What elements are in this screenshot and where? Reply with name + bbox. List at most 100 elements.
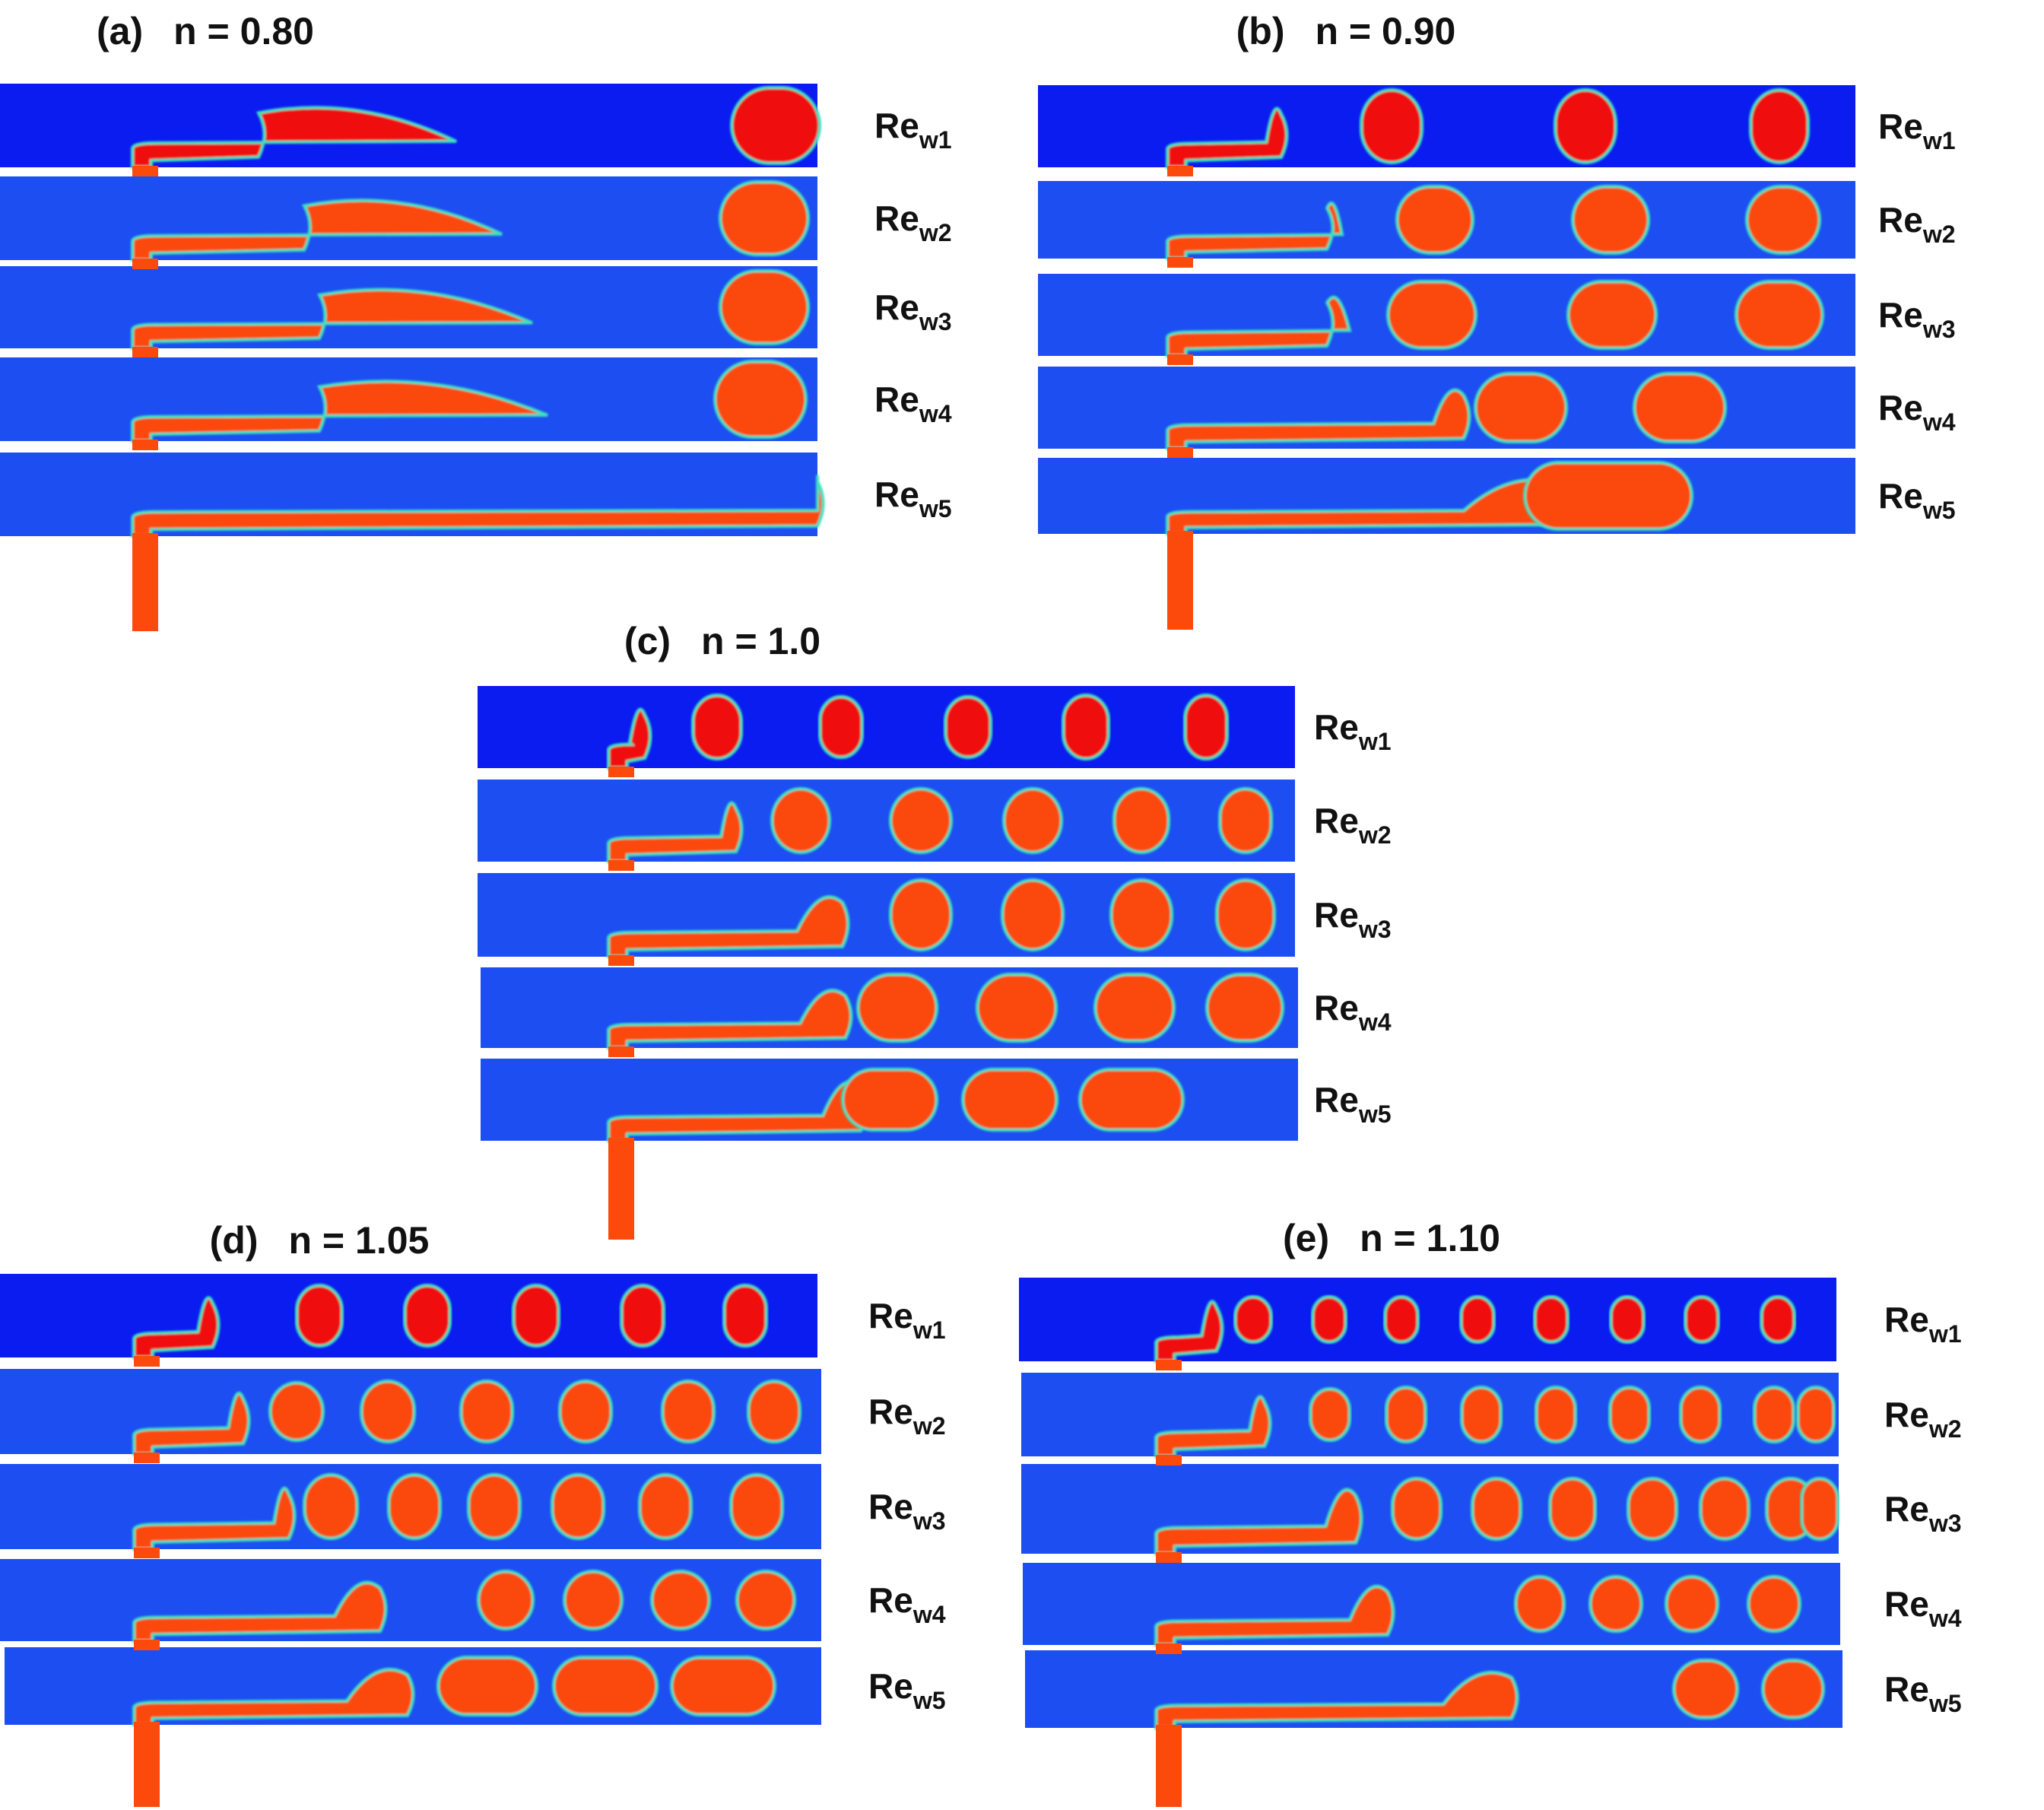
reynolds-prefix: Re — [868, 1666, 913, 1706]
droplet — [1109, 878, 1173, 951]
channel-row: Rew4 — [0, 357, 952, 443]
channel-row: Rew2 — [1021, 1373, 1962, 1458]
reynolds-subscript: w1 — [912, 1316, 946, 1344]
reynolds-subscript: w1 — [1922, 127, 1956, 154]
droplet — [1535, 1386, 1577, 1443]
reynolds-label: Rew2 — [1314, 801, 1392, 849]
channel-row: Rew3 — [1038, 274, 1956, 357]
inlet-stub — [134, 1548, 160, 1558]
droplet — [436, 1656, 538, 1716]
channel-background — [1038, 85, 1855, 167]
channel-row: Rew5 — [1025, 1650, 1962, 1729]
droplet — [552, 1656, 659, 1716]
droplet — [1471, 1477, 1522, 1541]
droplet — [976, 973, 1058, 1043]
reynolds-prefix: Re — [1314, 801, 1359, 840]
channel-row: Rew5 — [5, 1647, 946, 1726]
droplet — [1360, 88, 1424, 164]
channel-row: Rew5 — [1038, 458, 1956, 535]
reynolds-subscript: w4 — [1928, 1605, 1962, 1632]
reynolds-subscript: w1 — [919, 126, 952, 154]
droplet — [889, 878, 953, 951]
channel-row: Rew2 — [478, 780, 1392, 863]
inlet-stub — [1156, 1360, 1182, 1370]
reynolds-subscript: w1 — [1358, 728, 1392, 755]
reynolds-label: Rew1 — [1884, 1300, 1962, 1348]
droplet — [1749, 88, 1810, 164]
reynolds-prefix: Re — [1878, 200, 1923, 240]
reynolds-prefix: Re — [1878, 295, 1923, 335]
droplet — [387, 1473, 442, 1540]
reynolds-label: Rew2 — [868, 1392, 946, 1440]
inlet-stub — [132, 166, 158, 176]
droplet — [1459, 1295, 1496, 1344]
inlet-channel — [1156, 1725, 1182, 1807]
droplet — [1205, 973, 1284, 1043]
panel-title: (d) n = 1.05 — [210, 1219, 430, 1262]
inlet-stub — [134, 1356, 160, 1367]
reynolds-subscript: w1 — [1928, 1320, 1962, 1348]
channel-row: Rew4 — [1038, 367, 1956, 450]
droplet — [477, 1570, 535, 1631]
channel-background — [478, 780, 1295, 862]
droplet — [944, 695, 992, 759]
droplet — [1760, 1295, 1796, 1344]
reynolds-subscript: w4 — [919, 400, 952, 427]
droplet — [360, 1380, 416, 1443]
droplet — [1747, 1575, 1801, 1633]
reynolds-label: Rew4 — [1884, 1584, 1962, 1632]
droplet — [467, 1473, 522, 1540]
channel-row: Rew1 — [0, 1274, 946, 1359]
droplet — [512, 1284, 560, 1348]
reynolds-subscript: w4 — [1922, 408, 1956, 436]
reynolds-label: Rew5 — [874, 475, 952, 522]
droplet — [1745, 185, 1821, 255]
panel-title: (c) n = 1.0 — [624, 620, 820, 662]
droplet — [563, 1570, 624, 1631]
droplet — [719, 180, 810, 256]
channel-row: Rew2 — [1038, 181, 1956, 260]
inlet-channel — [134, 1722, 160, 1807]
reynolds-prefix: Re — [874, 198, 919, 238]
dispersed-thread — [1166, 106, 1289, 169]
reynolds-label: Rew3 — [868, 1487, 946, 1535]
droplet — [1633, 372, 1727, 443]
channel-row: Rew1 — [0, 84, 952, 169]
droplet — [1218, 787, 1273, 854]
droplet — [1233, 1295, 1273, 1344]
droplet — [818, 695, 864, 759]
droplet — [1311, 1295, 1347, 1344]
inlet-stub — [1156, 1455, 1182, 1465]
reynolds-subscript: w3 — [1928, 1510, 1962, 1537]
droplet — [1183, 694, 1229, 761]
droplet — [638, 1473, 693, 1540]
reynolds-subscript: w4 — [912, 1601, 946, 1628]
droplet — [1386, 280, 1477, 350]
panel-n-label: n = 1.05 — [289, 1219, 430, 1262]
reynolds-subscript: w4 — [1358, 1008, 1392, 1036]
droplet — [295, 1284, 344, 1348]
droplet — [1672, 1659, 1739, 1720]
droplet — [889, 787, 953, 854]
dispersed-thread — [1154, 1670, 1519, 1729]
dispersed-thread — [131, 379, 548, 443]
channel-row: Rew5 — [481, 1059, 1392, 1142]
droplet — [1761, 1659, 1825, 1720]
reynolds-prefix: Re — [1884, 1300, 1929, 1339]
reynolds-prefix: Re — [874, 106, 919, 145]
reynolds-prefix: Re — [1878, 388, 1923, 427]
channel-row: Rew2 — [0, 1369, 946, 1456]
channel-row: Rew4 — [1023, 1563, 1962, 1646]
droplet — [1609, 1295, 1646, 1344]
dispersed-thread — [1166, 202, 1344, 260]
dispersed-thread — [132, 1667, 415, 1726]
reynolds-prefix: Re — [1884, 1395, 1929, 1434]
dispersed-thread — [132, 1391, 251, 1456]
droplet — [1514, 1575, 1566, 1633]
inlet-stub — [132, 347, 158, 357]
reynolds-subscript: w5 — [912, 1687, 946, 1714]
droplet — [856, 973, 938, 1043]
